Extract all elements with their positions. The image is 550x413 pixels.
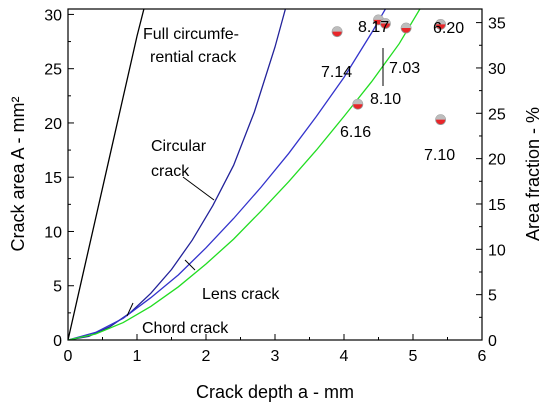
data-point-cap-3 (401, 23, 412, 29)
data-point-cap-0 (332, 26, 343, 32)
y-tick-label-15: 15 (44, 170, 62, 187)
data-point-cap-1 (373, 14, 384, 20)
x-tick-label-2: 2 (202, 348, 211, 365)
y2-tick-label-0: 0 (488, 333, 497, 350)
data-point-cap-6 (435, 114, 446, 120)
y-ticks: 0 5 10 15 20 25 30 (44, 7, 74, 350)
series-line-full (68, 9, 145, 340)
y-tick-label-20: 20 (44, 116, 62, 133)
y2-tick-label-30: 30 (488, 61, 506, 78)
y2-tick-label-5: 5 (488, 288, 497, 305)
point-label-710: 7.10 (424, 147, 455, 164)
y-tick-label-25: 25 (44, 62, 62, 79)
point-label-817: 8.17 (358, 19, 389, 36)
curves-layer (68, 9, 421, 340)
x-tick-label-5: 5 (409, 348, 418, 365)
annotation-chord: Chord crack (142, 320, 229, 337)
annotation-full-line1: Full circumfe- (143, 26, 239, 43)
y-axis-title: Crack area A - mm² (8, 96, 28, 251)
point-label-714: 7.14 (321, 64, 352, 81)
y-tick-label-10: 10 (44, 224, 62, 241)
y2-tick-label-25: 25 (488, 106, 506, 123)
point-label-620: 6.20 (433, 20, 464, 37)
series-line-circular (68, 9, 287, 340)
annotation-leaders (126, 48, 384, 317)
series-line-lens (68, 9, 421, 340)
x-ticks: 0 1 2 3 4 5 6 (64, 334, 487, 365)
point-label-616: 6.16 (340, 124, 371, 141)
y2-tick-label-15: 15 (488, 197, 506, 214)
point-label-703: 7.03 (389, 60, 420, 77)
y-tick-label-5: 5 (53, 279, 62, 296)
points-layer (331, 14, 447, 126)
x-tick-label-4: 4 (340, 348, 349, 365)
x-tick-label-3: 3 (271, 348, 280, 365)
annotation-lens: Lens crack (202, 286, 280, 303)
data-point-cap-5 (352, 99, 363, 105)
y-tick-label-30: 30 (44, 7, 62, 24)
x-axis-title: Crack depth a - mm (196, 382, 354, 402)
data-point-cap-2 (380, 18, 391, 24)
point-label-810: 8.10 (370, 91, 401, 108)
y2-tick-label-35: 35 (488, 16, 506, 33)
series-line-chord (68, 9, 386, 340)
y-tick-label-0: 0 (53, 333, 62, 350)
x-tick-label-0: 0 (64, 348, 73, 365)
data-point-cap-4 (435, 19, 446, 25)
y2-tick-label-10: 10 (488, 242, 506, 259)
annotation-full-line2: rential crack (150, 49, 237, 66)
y2-tick-label-20: 20 (488, 152, 506, 169)
y2-axis-title: Area fraction - % (523, 107, 543, 241)
x-tick-label-6: 6 (478, 348, 487, 365)
annotation-circular-line1: Circular (151, 138, 207, 155)
y2-ticks: 0 5 10 15 20 25 30 35 (476, 16, 506, 350)
x-tick-label-1: 1 (133, 348, 142, 365)
annotation-circular-line2: crack (151, 163, 190, 180)
